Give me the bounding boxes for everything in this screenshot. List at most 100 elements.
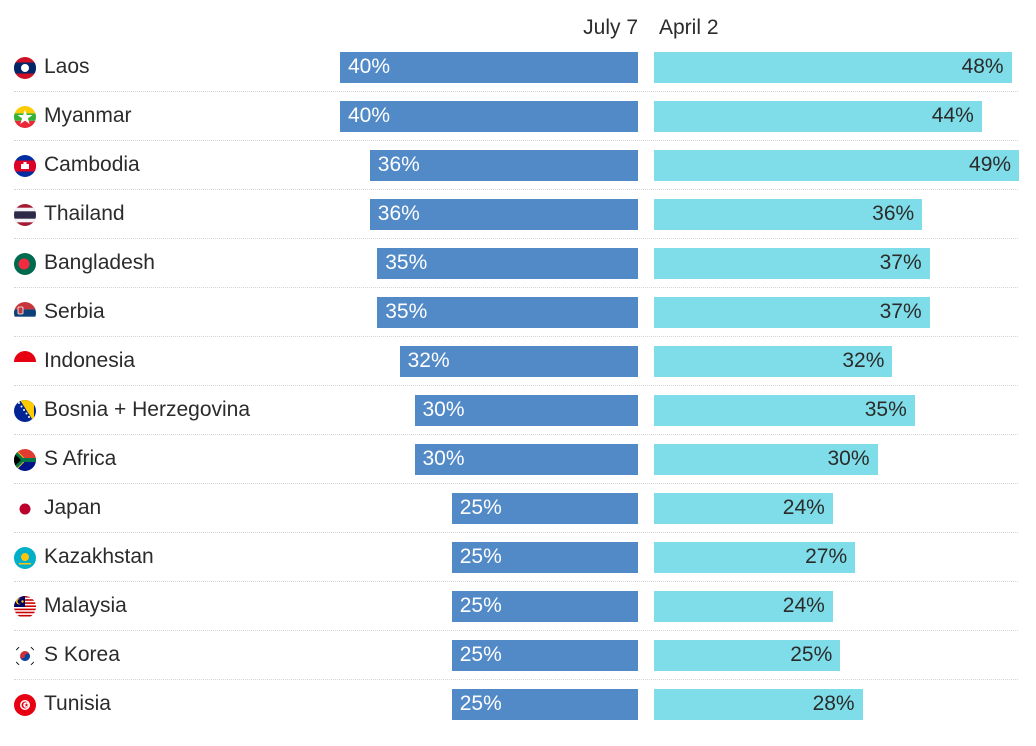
bar-july-7-indonesia: 32% — [399, 346, 638, 377]
data-label-july-7-s-korea: 25% — [459, 643, 502, 666]
chart-row-s-korea: S Korea 25% 25% — [0, 631, 1036, 680]
category-label-thailand: Thailand — [44, 202, 125, 225]
indonesia-flag-icon — [14, 351, 36, 373]
data-label-july-7-bosnia-herzegovina: 30% — [422, 398, 465, 421]
data-label-july-7-malaysia: 25% — [459, 594, 502, 617]
row-divider — [14, 238, 1018, 239]
category-label-indonesia: Indonesia — [44, 349, 136, 372]
bar-july-7-bosnia-herzegovina: 30% — [414, 395, 638, 426]
bar-april-2-s-africa: 30% — [654, 444, 878, 475]
bangladesh-flag-icon — [14, 253, 36, 275]
laos-flag-icon — [14, 57, 36, 79]
data-label-april-2-bosnia-herzegovina: 35% — [864, 398, 907, 421]
data-label-july-7-thailand: 36% — [377, 202, 420, 225]
bar-april-2-tunisia: 28% — [654, 689, 863, 720]
row-divider — [14, 91, 1018, 92]
bosnia-flag-icon — [14, 400, 36, 422]
chart-row-malaysia: Malaysia 25% 24% — [0, 582, 1036, 631]
myanmar-flag-icon — [14, 106, 36, 128]
bar-july-7-myanmar: 40% — [340, 101, 638, 132]
data-label-april-2-japan: 24% — [782, 496, 825, 519]
data-label-april-2-malaysia: 24% — [782, 594, 825, 617]
category-label-malaysia: Malaysia — [44, 594, 127, 617]
bar-april-2-s-korea: 25% — [654, 640, 841, 671]
row-divider — [14, 581, 1018, 582]
bar-april-2-cambodia: 49% — [654, 150, 1020, 181]
bar-april-2-bangladesh: 37% — [654, 248, 930, 279]
category-label-laos: Laos — [44, 55, 90, 78]
chart-row-kazakhstan: Kazakhstan 25% 27% — [0, 533, 1036, 582]
chart-row-s-africa: S Africa 30% 30% — [0, 435, 1036, 484]
legend-july-7: July 7 — [583, 16, 638, 39]
data-label-july-7-serbia: 35% — [385, 300, 428, 323]
chart-row-cambodia: Cambodia 36% 49% — [0, 141, 1036, 190]
data-label-july-7-kazakhstan: 25% — [459, 545, 502, 568]
bar-april-2-serbia: 37% — [654, 297, 930, 328]
bar-april-2-laos: 48% — [654, 52, 1012, 83]
row-divider — [14, 189, 1018, 190]
data-label-april-2-cambodia: 49% — [969, 153, 1012, 176]
chart-row-thailand: Thailand 36% 36% — [0, 190, 1036, 239]
bar-july-7-laos: 40% — [340, 52, 638, 83]
category-label-s-korea: S Korea — [44, 643, 120, 666]
chart-row-japan: Japan 25% 24% — [0, 484, 1036, 533]
bar-july-7-serbia: 35% — [377, 297, 638, 328]
bar-april-2-myanmar: 44% — [654, 101, 982, 132]
data-label-july-7-cambodia: 36% — [377, 153, 420, 176]
serbia-flag-icon — [14, 302, 36, 324]
row-divider — [14, 434, 1018, 435]
row-divider — [14, 287, 1018, 288]
row-divider — [14, 483, 1018, 484]
data-label-july-7-tunisia: 25% — [459, 692, 502, 715]
bar-july-7-japan: 25% — [451, 493, 638, 524]
south-korea-flag-icon — [14, 645, 36, 667]
chart-row-tunisia: Tunisia 25% 28% — [0, 680, 1036, 729]
data-label-april-2-s-africa: 30% — [827, 447, 870, 470]
chart-row-laos: Laos 40% 48% — [0, 43, 1036, 92]
legend-april-2: April 2 — [659, 16, 719, 39]
tunisia-flag-icon — [14, 694, 36, 716]
category-label-bangladesh: Bangladesh — [44, 251, 155, 274]
bar-april-2-thailand: 36% — [654, 199, 923, 230]
bar-april-2-malaysia: 24% — [654, 591, 833, 622]
data-label-july-7-s-africa: 30% — [422, 447, 465, 470]
chart-row-bosnia-herzegovina: Bosnia + Herzegovina 30% 35% — [0, 386, 1036, 435]
data-label-july-7-japan: 25% — [459, 496, 502, 519]
data-label-april-2-serbia: 37% — [879, 300, 922, 323]
bar-july-7-s-africa: 30% — [414, 444, 638, 475]
malaysia-flag-icon — [14, 596, 36, 618]
data-label-july-7-myanmar: 40% — [348, 104, 391, 127]
category-label-japan: Japan — [44, 496, 102, 519]
thailand-flag-icon — [14, 204, 36, 226]
category-label-tunisia: Tunisia — [44, 692, 111, 715]
category-label-kazakhstan: Kazakhstan — [44, 545, 154, 568]
data-label-april-2-thailand: 36% — [872, 202, 915, 225]
data-label-april-2-tunisia: 28% — [812, 692, 855, 715]
row-divider — [14, 630, 1018, 631]
chart-row-indonesia: Indonesia 32% 32% — [0, 337, 1036, 386]
bar-july-7-cambodia: 36% — [369, 150, 638, 181]
bar-july-7-malaysia: 25% — [451, 591, 638, 622]
bar-july-7-bangladesh: 35% — [377, 248, 638, 279]
data-label-april-2-bangladesh: 37% — [879, 251, 922, 274]
bar-july-7-tunisia: 25% — [451, 689, 638, 720]
row-divider — [14, 679, 1018, 680]
data-label-april-2-kazakhstan: 27% — [805, 545, 848, 568]
bar-july-7-kazakhstan: 25% — [451, 542, 638, 573]
chart-row-bangladesh: Bangladesh 35% 37% — [0, 239, 1036, 288]
row-divider — [14, 532, 1018, 533]
data-label-april-2-s-korea: 25% — [790, 643, 833, 666]
bar-april-2-bosnia-herzegovina: 35% — [654, 395, 915, 426]
data-label-july-7-indonesia: 32% — [407, 349, 450, 372]
data-label-july-7-laos: 40% — [348, 55, 391, 78]
chart-row-serbia: Serbia 35% 37% — [0, 288, 1036, 337]
bar-april-2-kazakhstan: 27% — [654, 542, 856, 573]
category-label-serbia: Serbia — [44, 300, 105, 323]
south-africa-flag-icon — [14, 449, 36, 471]
bar-april-2-indonesia: 32% — [654, 346, 893, 377]
category-label-s-africa: S Africa — [44, 447, 117, 470]
chart-row-myanmar: Myanmar 40% 44% — [0, 92, 1036, 141]
category-label-cambodia: Cambodia — [44, 153, 140, 176]
bar-july-7-thailand: 36% — [369, 199, 638, 230]
row-divider — [14, 140, 1018, 141]
